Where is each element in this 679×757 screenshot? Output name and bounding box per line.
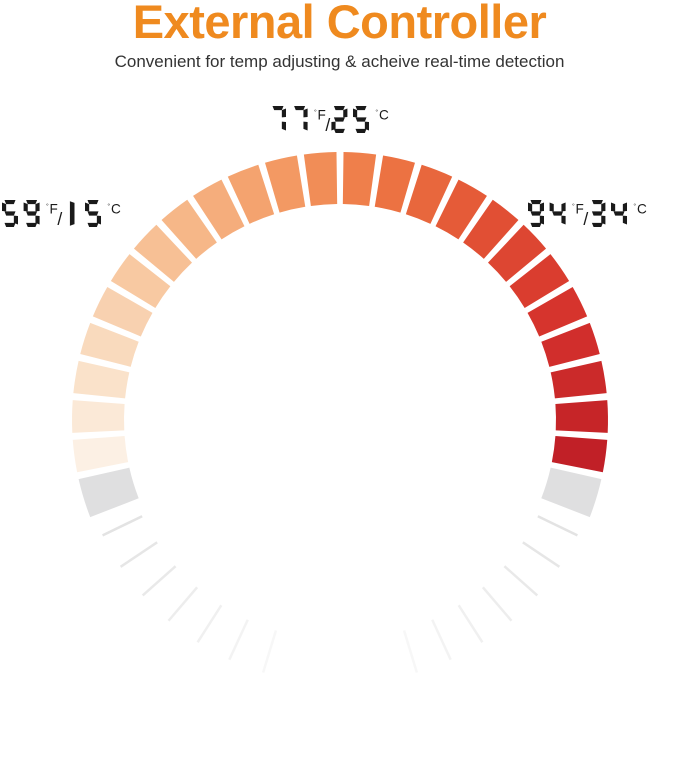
svg-text:/: / [325, 115, 330, 135]
svg-text:/: / [57, 209, 62, 229]
svg-text:C: C [637, 202, 647, 217]
svg-text:C: C [111, 202, 121, 217]
svg-text:C: C [379, 108, 389, 123]
svg-text:/: / [583, 209, 588, 229]
